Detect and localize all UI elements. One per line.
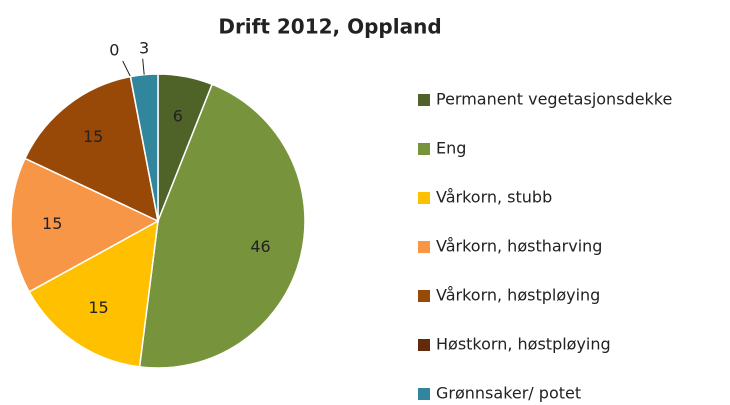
- data-label: 6: [173, 107, 183, 126]
- pie-slice: [23, 75, 160, 223]
- pie-slice: [10, 157, 160, 293]
- data-label: 3: [139, 38, 149, 57]
- legend-swatch: [418, 143, 430, 155]
- pie-slice: [138, 83, 306, 369]
- legend-label: Permanent vegetasjonsdekke: [436, 90, 672, 109]
- chart-title: Drift 2012, Oppland: [218, 15, 441, 39]
- data-label: 15: [83, 127, 103, 146]
- data-label: 0: [109, 40, 119, 59]
- legend-swatch: [418, 339, 430, 351]
- legend-swatch: [418, 241, 430, 253]
- legend-label: Grønnsaker/ potet: [436, 384, 581, 403]
- legend-swatch: [418, 94, 430, 106]
- legend-label: Vårkorn, høstpløying: [436, 286, 600, 305]
- legend-swatch: [418, 192, 430, 204]
- leader-line: [142, 58, 145, 75]
- data-label: 46: [250, 237, 270, 256]
- legend-swatch: [418, 388, 430, 400]
- legend-label: Vårkorn, høstharving: [436, 237, 602, 256]
- pie-slice: [28, 219, 159, 368]
- pie-slice: [129, 73, 159, 222]
- data-label: 15: [42, 214, 62, 233]
- leader-line: [122, 60, 131, 77]
- data-label: 15: [88, 298, 108, 317]
- legend-label: Eng: [436, 139, 466, 158]
- legend-label: Vårkorn, stubb: [436, 188, 552, 207]
- legend-swatch: [418, 290, 430, 302]
- legend-label: Høstkorn, høstpløying: [436, 335, 611, 354]
